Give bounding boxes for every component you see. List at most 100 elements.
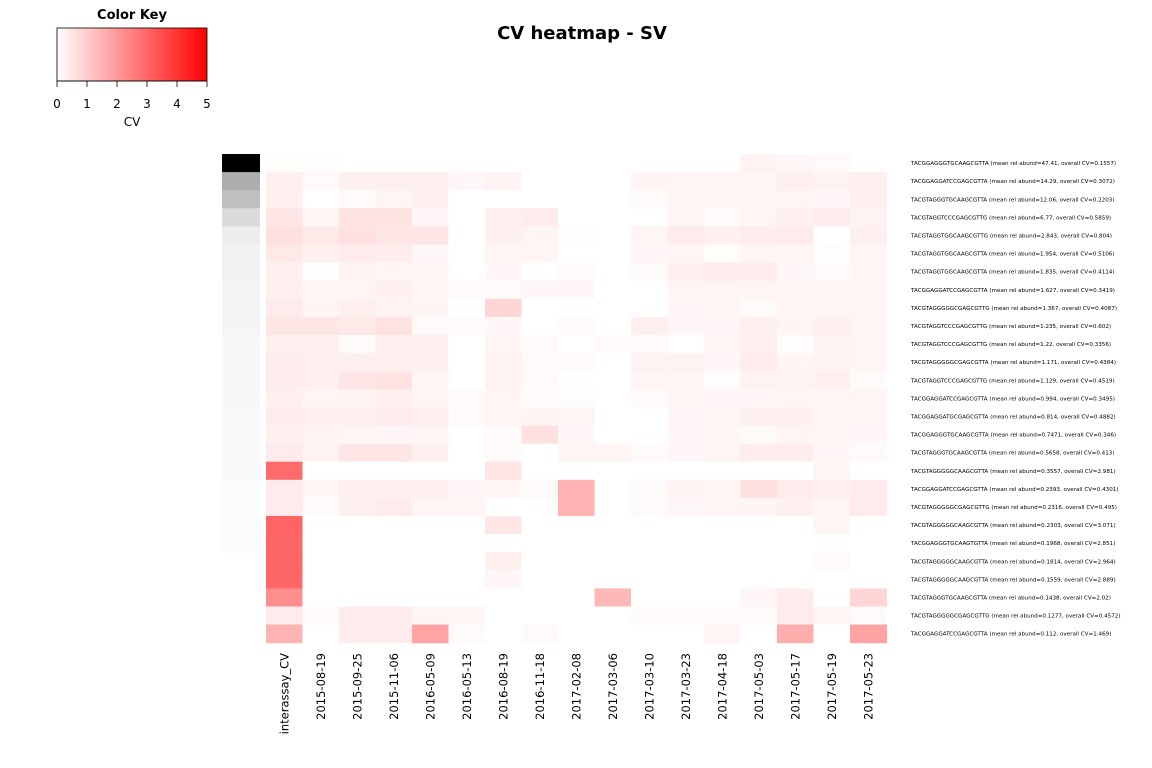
heatmap-cell [302, 479, 340, 499]
heatmap-cell [704, 262, 741, 282]
heatmap-cell [521, 298, 559, 318]
heatmap-cell [704, 443, 741, 463]
heatmap-cell [339, 280, 376, 300]
row-label: TACGGAGGGTGCAAGCGTTA (mean rel abund=47.… [910, 161, 1116, 167]
heatmap-cell [266, 226, 303, 245]
heatmap-cell [485, 606, 522, 626]
heatmap-cell [850, 606, 887, 626]
heatmap-cell [448, 389, 486, 408]
heatmap-cell [339, 172, 376, 191]
color-key-gradient [56, 27, 208, 82]
row-label: TACGTAGGGTGCAAGCGTTA (mean rel abund=0.5… [910, 451, 1115, 457]
heatmap-cell [850, 407, 887, 426]
heatmap-cell [667, 407, 705, 426]
heatmap-cell [704, 335, 741, 354]
heatmap-cell [594, 497, 632, 517]
heatmap-cell [485, 154, 522, 173]
heatmap-cell [850, 298, 887, 318]
heatmap-cell [740, 516, 778, 535]
heatmap-cell [631, 516, 668, 535]
heatmap-cell [339, 154, 376, 173]
heatmap-cell [594, 298, 632, 318]
heatmap-cell [667, 335, 705, 354]
heatmap-cell [485, 335, 522, 354]
color-key-ticks: 0 1 2 3 4 5 [53, 81, 211, 111]
heatmap-cell [339, 190, 376, 209]
heatmap-cell [448, 335, 486, 354]
heatmap-cell [521, 371, 559, 390]
heatmap-cell [740, 154, 778, 173]
heatmap-cell [850, 588, 887, 607]
heatmap-cell [412, 552, 449, 571]
heatmap-cell [813, 353, 851, 372]
heatmap-cell [558, 497, 595, 517]
heatmap-cell [339, 461, 376, 481]
heatmap-cell [740, 588, 778, 607]
heatmap-cell [594, 570, 632, 589]
heatmap-cell [594, 534, 632, 553]
row-label: TACGTAGGTCCCGAGCGTTG (mean rel abund=6.7… [910, 215, 1111, 221]
heatmap-cell [813, 407, 851, 426]
heatmap-cell [266, 425, 303, 445]
heatmap-cell [777, 262, 814, 282]
heatmap-cell [631, 407, 668, 426]
heatmap-cell [302, 298, 340, 318]
heatmap-cell [850, 335, 887, 354]
heatmap-cell [485, 497, 522, 517]
heatmap-cell [667, 461, 705, 481]
row-label: TACGTAGGGGGCAAGCGTTA (mean rel abund=0.2… [910, 523, 1116, 529]
heatmap-cell [375, 624, 413, 644]
heatmap-cell [667, 552, 705, 571]
heatmap-cell [667, 298, 705, 318]
heatmap-cell [850, 280, 887, 300]
heatmap-cell [448, 262, 486, 282]
heatmap-cell [375, 172, 413, 191]
heatmap-cell [594, 172, 632, 191]
heatmap-cell [485, 407, 522, 426]
heatmap-cell [704, 479, 741, 499]
heatmap-cell [740, 407, 778, 426]
heatmap-cell [594, 280, 632, 300]
heatmap-cell [302, 190, 340, 209]
heatmap-cell [667, 606, 705, 626]
heatmap-cell [302, 497, 340, 517]
heatmap-cell [631, 335, 668, 354]
heatmap-cell [485, 226, 522, 245]
heatmap-cell [777, 172, 814, 191]
heatmap-cell [813, 552, 851, 571]
heatmap-cell [813, 371, 851, 390]
heatmap-cell [412, 316, 449, 336]
heatmap-cell [704, 407, 741, 426]
color-key-tick-label: 1 [83, 97, 91, 111]
heatmap-cell [813, 570, 851, 589]
heatmap-cell [558, 389, 595, 408]
heatmap-cell [448, 425, 486, 445]
heatmap-cell [339, 552, 376, 571]
heatmap-cell [667, 316, 705, 336]
row-side-color [222, 443, 260, 463]
heatmap-cell [704, 534, 741, 553]
column-label: 2017-05-23 [861, 653, 875, 720]
heatmap-cell [266, 371, 303, 390]
row-side-color [222, 588, 260, 607]
heatmap-cell [521, 534, 559, 553]
row-label: TACGTAGGTGGCAAGCGTTA (mean rel abund=1.9… [910, 252, 1115, 258]
heatmap-cell [631, 534, 668, 553]
heatmap-cell [667, 624, 705, 644]
row-side-color [222, 534, 260, 553]
heatmap-cell [777, 461, 814, 481]
heatmap-cell [448, 443, 486, 463]
heatmap-cell [594, 479, 632, 499]
heatmap-cell [521, 244, 559, 264]
heatmap-cell [740, 606, 778, 626]
heatmap-cell [266, 172, 303, 191]
heatmap-cell [777, 552, 814, 571]
heatmap-cell [302, 226, 340, 245]
column-label: 2017-05-03 [752, 653, 766, 720]
heatmap-cell [594, 353, 632, 372]
heatmap-cell [448, 588, 486, 607]
color-key-tick-label: 5 [203, 97, 211, 111]
heatmap-cell [704, 316, 741, 336]
heatmap-cell [339, 479, 376, 499]
